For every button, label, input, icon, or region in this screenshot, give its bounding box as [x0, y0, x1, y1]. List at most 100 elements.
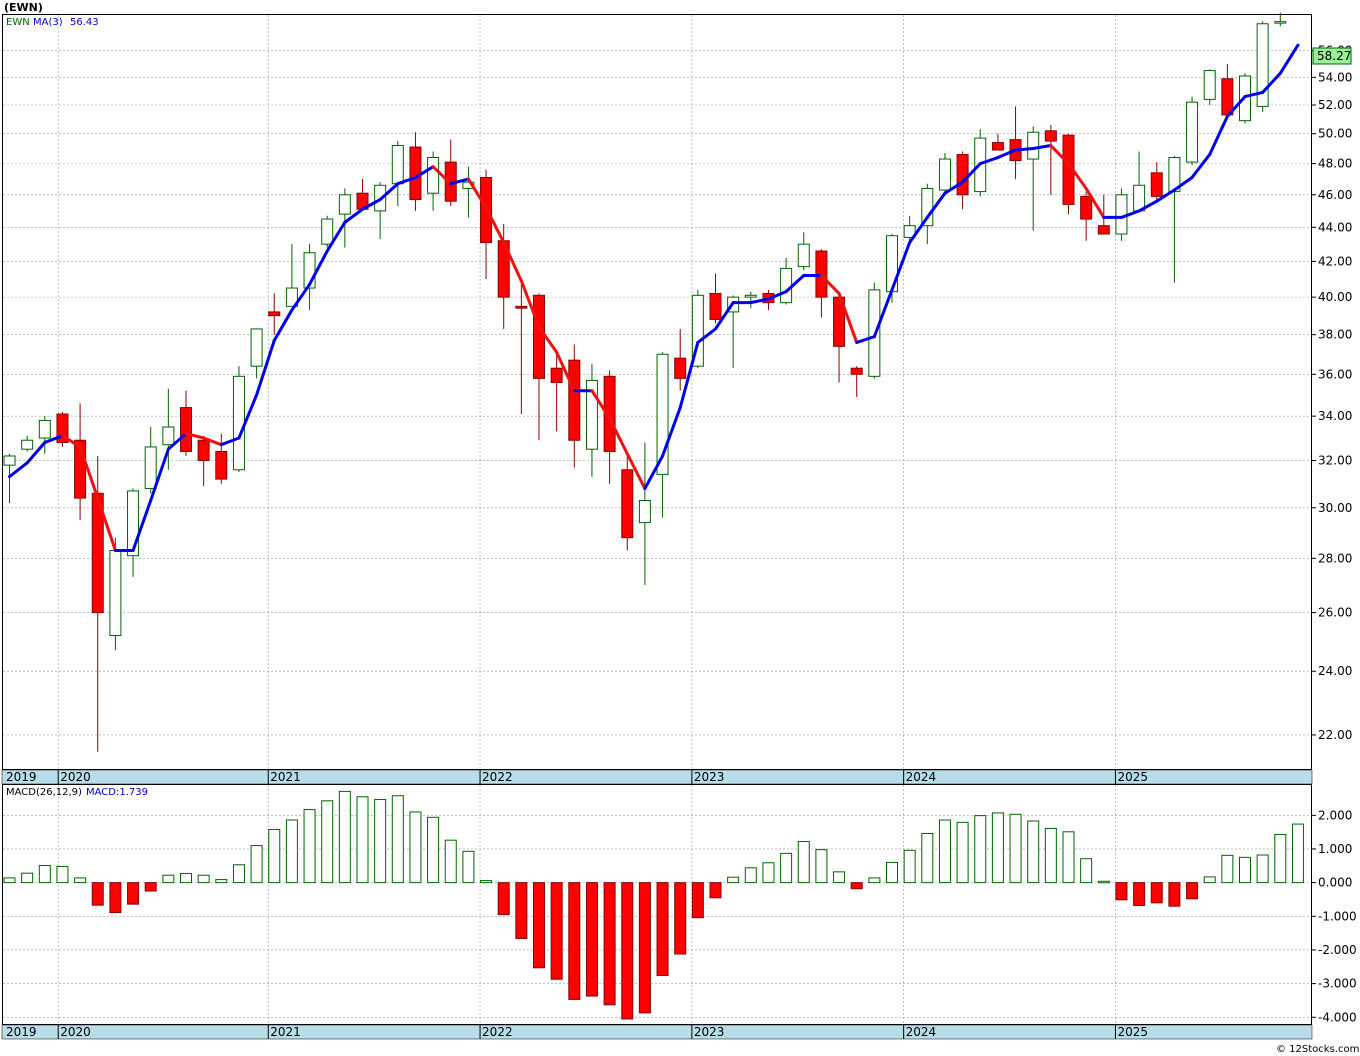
- macd-bar: [303, 809, 316, 884]
- candle: [1186, 96, 1199, 166]
- candle: [691, 289, 704, 369]
- candle: [427, 151, 440, 211]
- candle: [462, 166, 475, 218]
- legend-symbol: EWN: [6, 17, 30, 28]
- candle-body: [903, 225, 916, 238]
- ma-segment: [131, 499, 153, 553]
- price-y-tick-label: 44.00: [1318, 220, 1352, 234]
- candle: [180, 390, 192, 456]
- macd-bar: [1133, 882, 1146, 907]
- macd-x-tick-label: 2021: [270, 1025, 301, 1039]
- candle-body: [515, 305, 528, 309]
- price-y-tick-label: 24.00: [1318, 664, 1352, 678]
- macd-bar: [180, 873, 192, 884]
- price-candles: [3, 12, 1287, 752]
- macd-bar: [444, 839, 457, 884]
- candle: [1044, 124, 1057, 195]
- candle: [1168, 156, 1181, 283]
- candle: [1062, 133, 1075, 215]
- ma-segment: [25, 440, 47, 465]
- macd-bar: [409, 811, 422, 884]
- price-y-tick-label: 54.00: [1318, 70, 1352, 84]
- candle: [515, 280, 528, 414]
- macd-x-axis-band: [1, 1024, 1313, 1040]
- ma-segment: [1137, 199, 1159, 213]
- price-x-tick-label: 2023: [694, 770, 725, 784]
- ma-segment: [872, 288, 894, 339]
- price-y-tick-label: 42.00: [1318, 254, 1352, 268]
- candle: [991, 133, 1004, 151]
- candle: [91, 455, 104, 752]
- macd-bar: [144, 882, 157, 892]
- ma-segment: [855, 335, 876, 344]
- candle: [850, 366, 863, 398]
- macd-bar: [550, 882, 563, 980]
- candle-body: [109, 550, 122, 636]
- macd-x-tick-label: 2019: [6, 1025, 37, 1039]
- price-x-tick-label: 2021: [270, 770, 301, 784]
- candle-body: [215, 450, 228, 480]
- candle-body: [391, 145, 404, 185]
- macd-bar: [621, 882, 634, 1020]
- candle-body: [409, 146, 422, 201]
- macd-bar: [285, 819, 298, 884]
- chart-title: (EWN): [4, 1, 43, 14]
- candle: [1221, 63, 1234, 118]
- candle-body: [638, 500, 651, 524]
- candle-body: [3, 455, 16, 466]
- price-x-tick-label: 2024: [906, 770, 937, 784]
- macd-legend-label: MACD(26,12,9): [6, 787, 82, 798]
- candle-body: [74, 439, 87, 499]
- price-y-tick-label: 38.00: [1318, 328, 1352, 342]
- macd-bar: [780, 852, 793, 884]
- price-y-tick-label: 26.00: [1318, 606, 1352, 620]
- macd-bar: [197, 874, 210, 884]
- candle-body: [1221, 78, 1234, 116]
- candle-body: [956, 154, 969, 196]
- ma-segment: [149, 447, 170, 503]
- price-y-tick-label: 48.00: [1318, 157, 1352, 171]
- candle: [74, 403, 87, 521]
- candle-body: [674, 357, 687, 379]
- candle: [603, 370, 616, 484]
- ma-segment: [608, 416, 629, 456]
- candle: [444, 139, 457, 207]
- ma-segment: [237, 393, 259, 440]
- ma-segment: [714, 301, 735, 331]
- candle: [3, 453, 16, 503]
- candle: [1027, 126, 1040, 231]
- candle: [268, 293, 281, 335]
- candle-body: [321, 218, 334, 245]
- price-y-axis: 22.00 24.00 26.00 28.00 30.00 32.00 34.00 36.00…: [1311, 44, 1352, 742]
- price-x-tick-label: 2020: [60, 770, 91, 784]
- ma-segment: [413, 165, 435, 179]
- candle: [638, 442, 651, 585]
- ma-segment: [1208, 114, 1229, 157]
- macd-bar: [603, 882, 616, 1006]
- ma-segment: [925, 191, 947, 219]
- candle-body: [144, 446, 157, 490]
- macd-bar: [109, 882, 122, 914]
- candle-body: [427, 157, 440, 194]
- candle: [250, 328, 263, 379]
- candle-body: [533, 294, 545, 379]
- candle-body: [1080, 195, 1093, 220]
- candle: [1150, 162, 1163, 200]
- macd-x-tick-label: 2023: [694, 1025, 725, 1039]
- macd-bar: [815, 849, 828, 884]
- macd-x-axis: 2019 2020 2021 2022 2023 2024 2025: [6, 1025, 1148, 1039]
- macd-y-tick-label: -3.000: [1318, 977, 1357, 991]
- macd-bar: [127, 882, 140, 905]
- candle: [1133, 151, 1146, 213]
- candle: [921, 183, 934, 245]
- price-y-tick-label: 52.00: [1318, 98, 1352, 112]
- ma-segment: [590, 389, 612, 420]
- candle: [621, 455, 634, 551]
- ma-segment: [396, 175, 417, 186]
- macd-legend-value: MACD:1.739: [86, 787, 148, 798]
- macd-x-tick-label: 2022: [482, 1025, 513, 1039]
- macd-bar: [1027, 820, 1040, 884]
- candle: [1009, 106, 1022, 180]
- candle-body: [621, 469, 634, 539]
